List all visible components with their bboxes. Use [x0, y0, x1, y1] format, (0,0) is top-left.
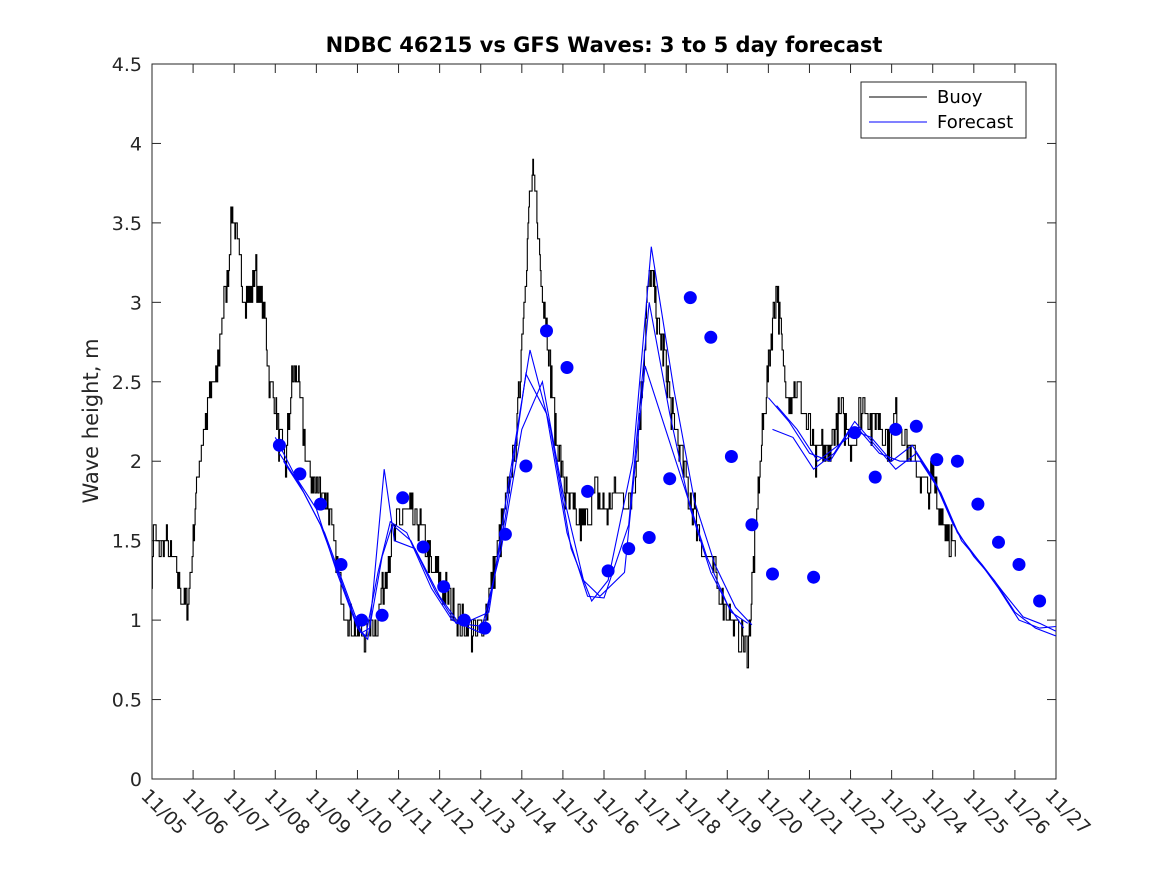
forecast-marker: [478, 621, 492, 635]
forecast-marker: [540, 324, 553, 338]
forecast-marker: [375, 608, 389, 622]
y-tick-label: 1: [130, 610, 142, 632]
forecast-line-4: [767, 397, 1056, 637]
forecast-marker: [807, 570, 821, 584]
forecast-marker: [416, 540, 430, 554]
y-axis-label: Wave height, m: [79, 338, 103, 503]
forecast-marker: [355, 613, 369, 627]
forecast-marker: [704, 330, 718, 344]
series-layer: [152, 158, 1056, 669]
forecast-marker: [560, 361, 574, 374]
forecast-marker: [909, 419, 923, 433]
y-tick-label: 0.5: [112, 690, 142, 712]
forecast-marker: [519, 459, 533, 473]
buoy-line: [152, 158, 956, 669]
forecast-marker: [601, 564, 615, 578]
forecast-line-1: [274, 365, 745, 638]
forecast-marker: [457, 613, 471, 627]
forecast-marker: [930, 453, 944, 467]
forecast-marker: [766, 567, 779, 581]
y-tick-label: 2.5: [112, 372, 142, 394]
forecast-line-6: [776, 405, 1056, 632]
forecast-marker: [992, 535, 1005, 549]
forecast-marker: [683, 291, 697, 305]
legend-box: [860, 81, 1027, 139]
y-tick-label: 4: [130, 133, 142, 155]
legend: Buoy Forecast: [860, 81, 1027, 139]
y-tick-label: 4.5: [112, 54, 142, 76]
y-tick-label: 1.5: [112, 531, 142, 553]
forecast-marker: [868, 470, 882, 484]
forecast-marker: [1012, 558, 1026, 571]
forecast-marker: [1033, 594, 1047, 608]
forecast-marker: [724, 450, 738, 463]
forecast-marker: [396, 491, 410, 505]
forecast-marker: [622, 542, 636, 556]
legend-forecast-label: Forecast: [937, 112, 1013, 133]
forecast-marker: [334, 558, 348, 571]
y-tick-label: 0: [130, 769, 142, 791]
forecast-markers: [272, 291, 1047, 635]
forecast-line-2: [278, 302, 749, 641]
forecast-marker: [437, 580, 451, 594]
forecast-marker: [272, 438, 286, 452]
y-tick-label: 2: [130, 451, 142, 473]
forecast-marker: [950, 454, 964, 468]
forecast-marker: [293, 467, 307, 481]
forecast-marker: [745, 518, 759, 532]
chart-title: NDBC 46215 vs GFS Waves: 3 to 5 day fore…: [326, 33, 883, 57]
forecast-marker: [971, 497, 985, 511]
legend-buoy-label: Buoy: [937, 87, 983, 108]
forecast-marker: [889, 422, 903, 436]
forecast-marker: [498, 527, 512, 541]
forecast-marker: [663, 472, 677, 486]
forecast-marker: [642, 531, 656, 544]
forecast-line-5: [772, 420, 1056, 629]
forecast-marker: [581, 484, 595, 498]
y-tick-label: 3.5: [112, 213, 142, 235]
y-tick-labels: 0 0.5 1 1.5 2 2.5 3 3.5 4 4.5: [112, 54, 142, 791]
forecast-marker: [848, 426, 862, 440]
forecast-marker: [314, 497, 327, 511]
forecast-line-3: [283, 246, 753, 634]
y-tick-label: 3: [130, 292, 142, 314]
